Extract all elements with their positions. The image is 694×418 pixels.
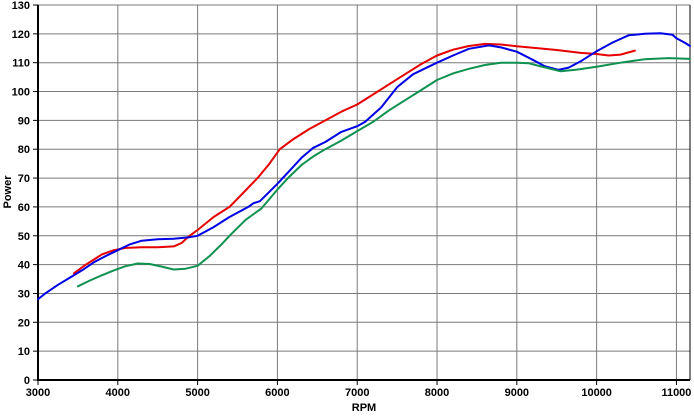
- y-tick-label: 80: [18, 144, 30, 156]
- y-tick-label: 120: [12, 29, 30, 41]
- y-tick-label: 100: [12, 87, 30, 99]
- y-tick-label: 20: [18, 317, 30, 329]
- y-tick-label: 10: [18, 346, 30, 358]
- y-tick-label: 130: [12, 0, 30, 12]
- x-tick-label: 9000: [505, 387, 529, 399]
- y-tick-label: 110: [12, 58, 30, 70]
- y-tick-label: 60: [18, 202, 30, 214]
- series-line-red-curve: [72, 42, 636, 275]
- y-tick-label: 0: [24, 375, 30, 387]
- x-axis-title: RPM: [351, 402, 377, 414]
- y-tick-label: 50: [18, 231, 30, 243]
- x-tick-label: 10000: [581, 387, 612, 399]
- x-tick-label: 6000: [265, 387, 289, 399]
- y-tick-label: 70: [18, 173, 30, 185]
- y-tick-label: 40: [18, 260, 30, 272]
- x-tick-label: 4000: [106, 387, 130, 399]
- x-tick-label: 7000: [345, 387, 369, 399]
- y-tick-label: 90: [18, 115, 30, 127]
- y-tick-label: 30: [18, 288, 30, 300]
- series-line-green-curve: [76, 57, 691, 288]
- series-line-blue-curve: [37, 32, 691, 301]
- x-tick-label: 8000: [425, 387, 449, 399]
- x-tick-label: 5000: [185, 387, 209, 399]
- x-tick-label: 11000: [661, 387, 691, 399]
- x-tick-label: 3000: [26, 387, 50, 399]
- y-axis-title: Power: [2, 175, 14, 209]
